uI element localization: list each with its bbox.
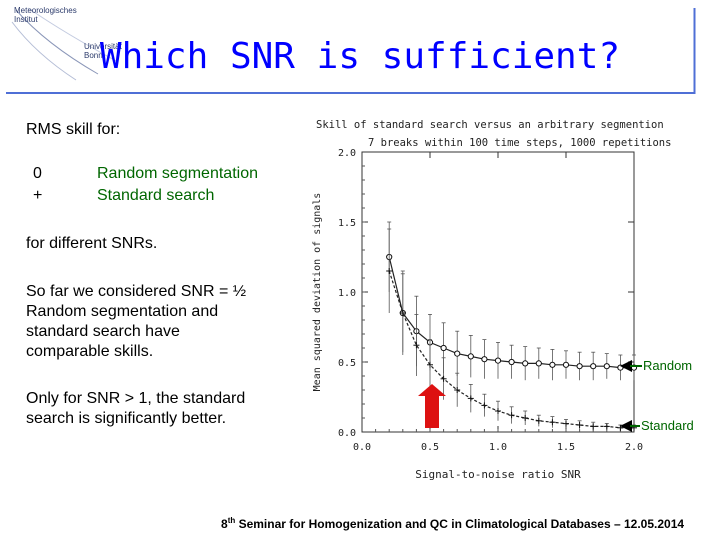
y-tick-label: 1.5 — [338, 218, 356, 229]
y-tick-label: 0.5 — [338, 358, 356, 369]
footer-citation: 8th Seminar for Homogenization and QC in… — [221, 516, 684, 531]
random-point — [508, 358, 515, 366]
x-tick-label: 1.5 — [557, 442, 575, 453]
random-point — [576, 363, 583, 370]
paragraph1-line: standard search have — [26, 323, 180, 340]
callout-standard: Standard — [641, 418, 694, 433]
chart-title-line2: 7 breaks within 100 time steps, 1000 rep… — [368, 137, 671, 149]
legend-label-standard: Standard search — [97, 187, 215, 204]
paragraph1-line: Random segmentation and — [26, 303, 219, 320]
random-point — [467, 353, 474, 360]
legend-symbol-standard: + — [33, 187, 43, 204]
random-point — [522, 360, 529, 367]
snr-skill-chart: Skill of standard search versus an arbit… — [312, 119, 671, 481]
random-point — [481, 356, 488, 363]
random-point — [440, 344, 447, 352]
x-tick-label: 0.0 — [353, 442, 371, 453]
random-point — [617, 364, 624, 371]
page-title: Which SNR is sufficient? — [99, 36, 621, 77]
random-point — [454, 350, 461, 357]
random-point — [590, 363, 597, 370]
random-point — [603, 363, 610, 370]
x-tick-label: 0.5 — [421, 442, 439, 453]
paragraph-considered: So far we considered SNR = ½ Random segm… — [26, 282, 246, 362]
logo-line3: Universität — [84, 42, 122, 51]
random-point — [630, 364, 638, 371]
snrs-text: for different SNRs. — [26, 235, 158, 252]
footer-ordinal: 8 — [221, 517, 228, 531]
logo-line1: Meteorologisches — [14, 6, 77, 15]
title-underline — [6, 92, 694, 94]
chart-title-line1: Skill of standard search versus an arbit… — [316, 119, 664, 131]
paragraph2-line: search is significantly better. — [26, 410, 227, 427]
paragraph2-line: Only for SNR > 1, the standard — [26, 390, 246, 407]
y-tick-label: 2.0 — [338, 148, 356, 159]
title-side-rule — [693, 8, 696, 94]
footer-text: Seminar for Homogenization and QC in Cli… — [235, 517, 685, 531]
logo-graphic-icon — [11, 7, 119, 81]
x-axis-label: Signal-to-noise ratio SNR — [415, 468, 581, 481]
logo-line2: Institut — [14, 15, 38, 24]
callout-random: Random — [643, 358, 693, 373]
paragraph1-line: comparable skills. — [26, 343, 154, 360]
rms-skill-label: RMS skill for: — [26, 121, 121, 138]
legend-label-random: Random segmentation — [97, 165, 258, 182]
paragraph-conclusion: Only for SNR > 1, the standard search is… — [26, 389, 245, 429]
y-tick-label: 0.0 — [338, 428, 356, 439]
university-logo: Meteorologisches Institut Universität Bo… — [6, 4, 126, 84]
x-tick-label: 1.0 — [489, 442, 507, 453]
y-tick-label: 1.0 — [338, 288, 356, 299]
legend-symbol-random: 0 — [33, 165, 42, 182]
x-tick-label: 2.0 — [625, 442, 643, 453]
footer-ordinal-suffix: th — [227, 516, 236, 525]
random-point — [549, 361, 556, 368]
random-point — [562, 361, 570, 368]
paragraph1-line: So far we considered SNR = ½ — [26, 283, 247, 300]
random-point — [535, 360, 542, 367]
y-axis-label: Mean squared deviation of signals — [312, 193, 323, 392]
logo-line4: Bonn — [84, 51, 103, 60]
random-point — [494, 357, 502, 364]
